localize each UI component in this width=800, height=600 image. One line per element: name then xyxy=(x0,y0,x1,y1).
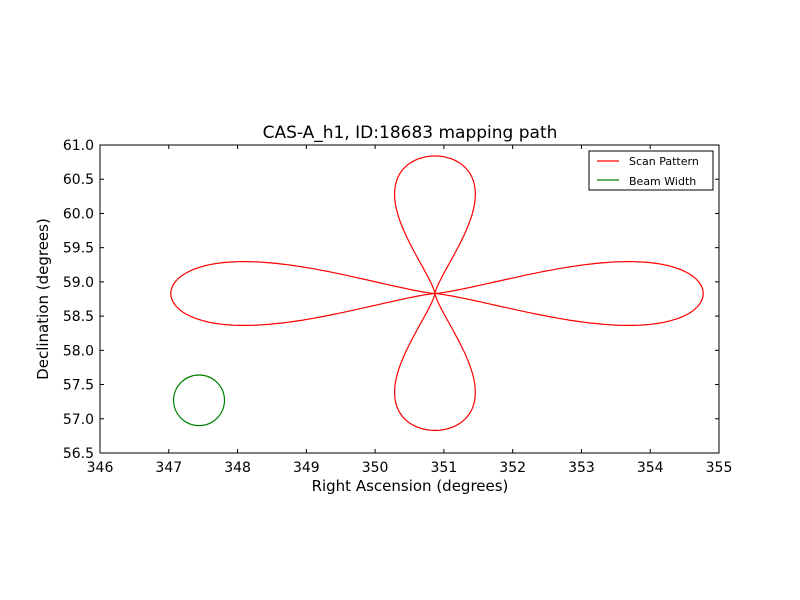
y-axis-label: Declination (degrees) xyxy=(34,218,52,380)
x-tick-label: 354 xyxy=(637,460,664,476)
y-tick-label: 60.0 xyxy=(63,206,94,222)
x-tick-label: 349 xyxy=(293,460,320,476)
y-tick-label: 59.0 xyxy=(63,275,94,291)
y-tick-label: 57.0 xyxy=(63,412,94,428)
x-tick-label: 346 xyxy=(87,460,114,476)
y-tick-label: 57.5 xyxy=(63,378,94,394)
scan-pattern-line xyxy=(170,155,704,431)
x-tick-label: 352 xyxy=(499,460,526,476)
data-marks xyxy=(170,155,704,431)
axes-frame xyxy=(99,144,720,454)
y-tick-label: 60.5 xyxy=(63,172,94,188)
beam-width-circle xyxy=(172,374,226,427)
axis-ticks: 346 347 348 349 350 351 352 353 354 355 56.5 57.0 57… xyxy=(63,138,733,476)
plot-area: 346 347 348 349 350 351 352 353 354 355 56.5 57.0 57… xyxy=(63,138,733,476)
x-tick-label: 355 xyxy=(706,460,733,476)
x-tick-label: 348 xyxy=(224,460,251,476)
x-tick-label: 350 xyxy=(362,460,389,476)
legend-box xyxy=(588,150,714,191)
y-tick-label: 58.5 xyxy=(63,309,94,325)
y-tick-label: 56.5 xyxy=(63,446,94,462)
legend-label-beam-width: Beam Width xyxy=(629,175,696,188)
x-axis-label: Right Ascension (degrees) xyxy=(312,477,509,495)
legend: Scan Pattern Beam Width xyxy=(588,150,714,191)
x-tick-label: 351 xyxy=(431,460,458,476)
y-tick-label: 58.0 xyxy=(63,343,94,359)
legend-label-scan-pattern: Scan Pattern xyxy=(629,155,699,168)
x-tick-label: 353 xyxy=(568,460,595,476)
chart-title: CAS-A_h1, ID:18683 mapping path xyxy=(263,123,558,143)
y-tick-label: 61.0 xyxy=(63,138,94,154)
x-tick-label: 347 xyxy=(155,460,182,476)
y-tick-label: 59.5 xyxy=(63,241,94,257)
